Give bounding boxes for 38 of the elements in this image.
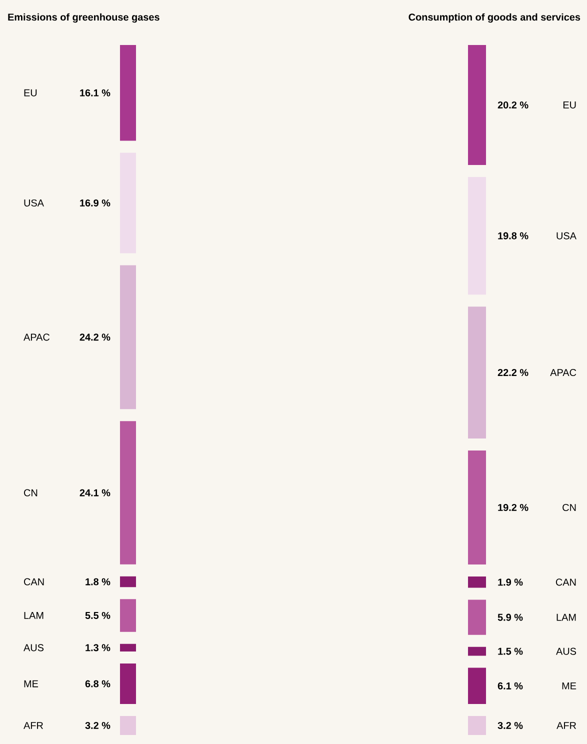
category-label: AFR bbox=[556, 722, 576, 729]
category-label: APAC bbox=[550, 369, 576, 376]
data-label: 16.9 % bbox=[80, 199, 110, 206]
category-label: ME bbox=[24, 680, 38, 688]
data-label: 3.2 % bbox=[498, 722, 523, 730]
data-label: 6.1 % bbox=[498, 682, 523, 690]
category-label: AFR bbox=[24, 722, 43, 729]
category-label: AUS bbox=[556, 648, 576, 655]
data-label: 6.8 % bbox=[85, 680, 110, 688]
data-label: 16.1 % bbox=[80, 89, 110, 96]
category-label: AUS bbox=[24, 644, 44, 652]
category-label: CN bbox=[24, 489, 38, 496]
text: Consumption of goods and services bbox=[408, 13, 580, 23]
category-label: CAN bbox=[24, 578, 44, 586]
data-label: 1.8 % bbox=[86, 578, 110, 586]
category-label: CN bbox=[562, 504, 576, 512]
category-label: EU bbox=[24, 89, 37, 96]
category-label: LAM bbox=[24, 612, 44, 619]
data-label: 3.2 % bbox=[85, 722, 110, 730]
data-label: 24.1 % bbox=[80, 489, 110, 496]
category-label: APAC bbox=[24, 334, 50, 341]
category-label: USA bbox=[24, 199, 44, 206]
data-label: 1.5 % bbox=[498, 648, 523, 655]
category-label: EU bbox=[563, 102, 576, 108]
category-label: LAM bbox=[556, 614, 576, 621]
data-label: 1.3 % bbox=[86, 644, 110, 652]
category-label: USA bbox=[556, 232, 576, 240]
data-label: 24.2 % bbox=[80, 334, 110, 341]
data-label: 1.9 % bbox=[498, 578, 523, 586]
data-label: 5.5 % bbox=[85, 612, 110, 619]
text: Emissions of greenhouse gases bbox=[8, 13, 160, 23]
data-label: 19.2 % bbox=[498, 504, 528, 512]
data-label: 19.8 % bbox=[498, 232, 528, 240]
data-label: 5.9 % bbox=[498, 614, 523, 621]
category-label: ME bbox=[562, 682, 576, 690]
category-label: CAN bbox=[556, 578, 576, 586]
data-label: 22.2 % bbox=[498, 369, 528, 376]
data-label: 20.2 % bbox=[498, 101, 528, 109]
